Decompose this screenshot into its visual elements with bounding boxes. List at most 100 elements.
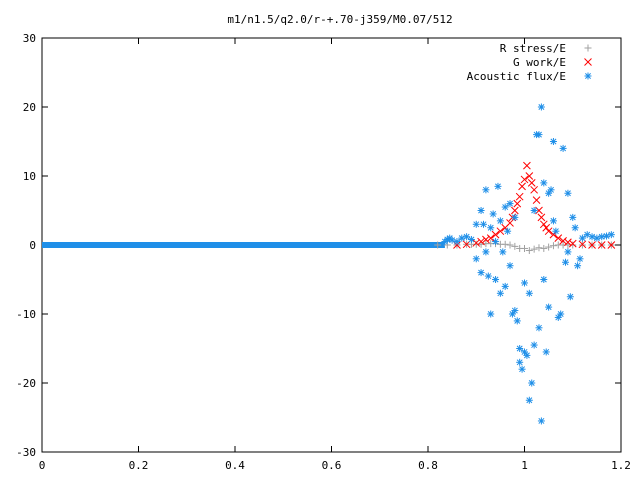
series-2 [441,103,615,425]
chart-title: m1/n1.5/q2.0/r-+.70-j359/M0.07/512 [227,13,452,26]
data-point [571,224,579,232]
axis-ticks: 0 0.2 0.4 0.6 0.8 1 1.2 -30 -20 -10 0 10 20 30 [16,32,631,472]
x-tick-label: 0.8 [418,459,438,472]
data-point [528,379,536,387]
data-point [535,244,543,252]
data-point [472,239,481,247]
data-point [511,307,519,315]
x-tick-label: 0.4 [225,459,245,472]
data-point [568,239,577,248]
data-point [578,234,586,242]
data-point [479,220,487,228]
data-point [510,206,519,215]
data-point [467,235,475,243]
data-point [554,313,562,321]
data-point [549,217,557,225]
data-point [530,185,539,194]
data-marks [42,103,616,425]
data-point [508,310,516,318]
data-point [511,213,519,221]
data-point [486,234,495,242]
data-point [477,237,485,246]
data-point [492,238,500,246]
data-point [499,248,507,256]
y-tick-label: 20 [23,101,36,114]
x-tick-label: 0 [39,459,46,472]
data-point [487,310,495,318]
data-point [576,255,584,263]
data-point [513,317,521,325]
data-point [496,217,504,225]
data-point [521,279,528,287]
data-point [521,244,528,252]
legend-label: R stress/E [500,42,566,55]
x-tick-label: 0.6 [322,459,342,472]
data-point [559,144,567,152]
data-point [496,227,505,236]
data-point [458,234,466,242]
data-point [566,293,574,301]
legend-label: G work/E [513,56,566,69]
data-point [501,240,509,248]
data-point [434,241,442,249]
data-point [532,196,541,205]
data-point [482,186,490,194]
legend-marker [584,44,592,52]
data-point [552,227,560,235]
legend-marker [584,58,592,66]
data-point [525,247,533,255]
data-point [557,310,565,318]
data-point [506,262,514,270]
data-point [523,351,531,359]
data-point [574,262,582,270]
data-point [545,243,553,251]
data-point [472,220,480,228]
data-point [530,341,538,349]
data-point [491,230,500,239]
data-point [537,417,545,425]
data-point [516,345,524,352]
data-point [540,179,548,187]
data-point [525,289,533,297]
y-tick-label: 0 [29,239,36,252]
data-point [477,207,485,214]
data-point [472,255,480,263]
data-point [545,303,553,311]
data-point [527,179,536,187]
data-point [489,210,497,218]
data-point [482,235,490,244]
data-point [525,396,533,404]
data-point [501,203,509,211]
data-point [564,238,572,247]
data-point [487,224,495,232]
data-point [530,245,538,253]
data-point [564,248,572,256]
data-point [603,232,611,240]
data-point [540,244,548,252]
data-point [501,282,509,290]
data-point [542,223,551,232]
data-point [506,241,514,249]
data-point [540,276,548,283]
data-point [607,231,615,239]
data-point [511,242,519,250]
data-point [484,272,492,280]
data-point [518,182,526,191]
data-point [544,227,553,236]
x-tick-label: 1.2 [611,459,631,472]
data-point [477,269,485,277]
x-tick-label: 0.2 [129,459,149,472]
y-tick-label: 30 [23,32,36,45]
data-point [549,242,557,250]
series-1 [453,161,616,249]
data-point [492,276,500,283]
data-point [494,182,502,190]
data-point [539,220,548,229]
data-point [562,258,570,266]
data-point [593,234,601,242]
data-point [588,233,596,241]
data-point [569,213,577,221]
data-point [515,192,524,201]
